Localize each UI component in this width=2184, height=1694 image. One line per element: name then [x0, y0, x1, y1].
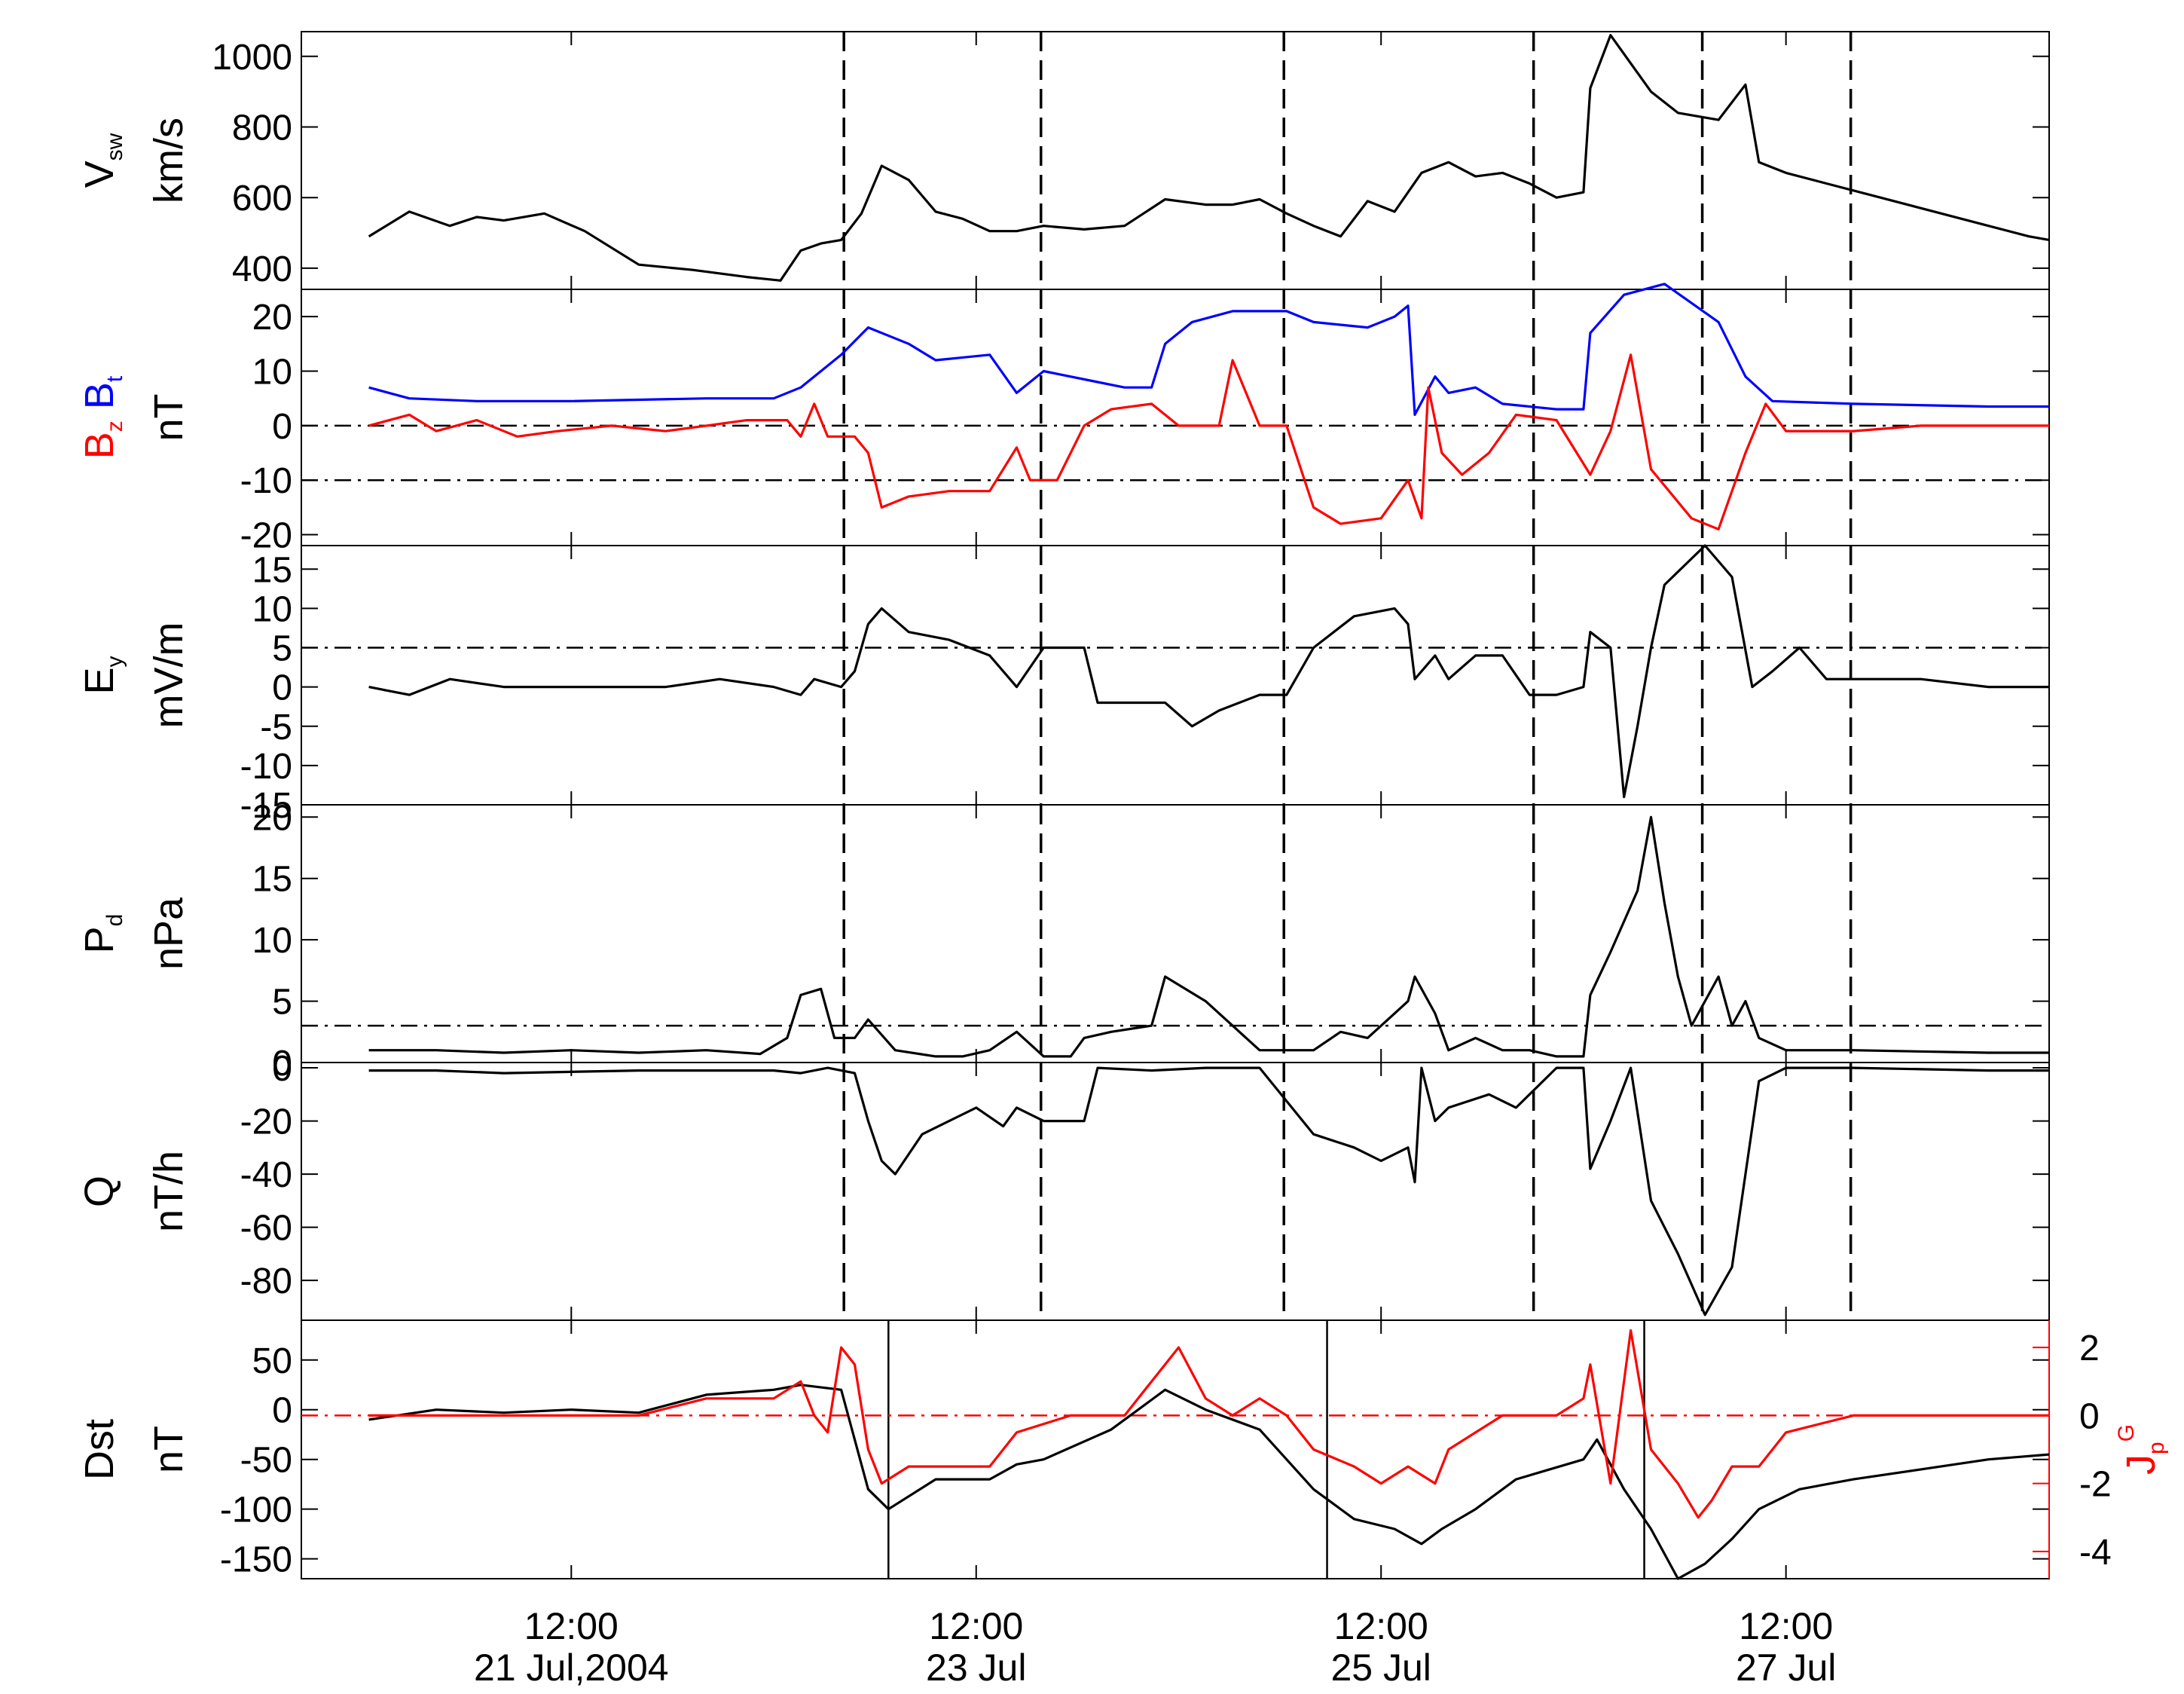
panel-pd-frame	[301, 804, 2050, 1063]
panel-pd-ylabel: Pd	[77, 914, 127, 954]
panel-vsw-series-0	[368, 34, 2050, 282]
panel-vsw-ytick-label: 600	[232, 179, 292, 219]
xtick-time-label: 12:00	[929, 1605, 1023, 1647]
panel-q-series-0	[368, 1066, 2049, 1316]
panel-q-ytick-label: -20	[240, 1102, 292, 1142]
panel-dst-ytick-label: -150	[220, 1540, 292, 1580]
panel-q-frame	[301, 1062, 2050, 1321]
panel-dst-frame	[301, 1319, 2050, 1579]
panel-vsw-frame	[301, 31, 2050, 290]
panel-vsw-ytick-label: 800	[232, 108, 292, 148]
panel-ey-ytick-label: 10	[252, 589, 292, 629]
panel-vsw-ylabel: Vsw	[77, 133, 127, 188]
panel-q-ytick-label: -40	[240, 1155, 292, 1195]
xtick-date-label: 21 Jul,2004	[474, 1647, 669, 1689]
xtick-date-label: 27 Jul	[1736, 1647, 1836, 1689]
xtick-time-label: 12:00	[1739, 1605, 1833, 1647]
panel-q-unit-label: nT/h	[146, 1151, 191, 1232]
panel-vsw-ytick-label: 1000	[212, 38, 292, 78]
panel-ey-series-0	[368, 544, 2049, 799]
panel-pd-unit-label: nPa	[146, 897, 191, 970]
xtick-date-label: 25 Jul	[1330, 1647, 1431, 1689]
panel-b-series-bz	[368, 353, 2049, 531]
panel-ey-frame	[301, 545, 2050, 806]
panel-ey-ytick-label: 5	[272, 629, 292, 669]
panel-dst-unit-label: nT	[146, 1426, 191, 1473]
panel-ey-ytick-label: 0	[272, 668, 292, 708]
panel-q-ylabel: Q	[77, 1176, 122, 1207]
xtick-date-label: 23 Jul	[926, 1647, 1026, 1689]
panel-pd-ytick-label: 10	[252, 921, 292, 961]
panel-pd-ytick-label: 15	[252, 860, 292, 900]
panel-dst-y2tick-label: -4	[2079, 1533, 2112, 1573]
panel-dst-y2tick-label: 0	[2079, 1396, 2100, 1436]
panel-dst-y2tick-label: 2	[2079, 1329, 2100, 1368]
panel-dst-ytick-label: 0	[272, 1391, 292, 1431]
panel-dst-ytick-label: -100	[220, 1491, 292, 1530]
panel-vsw-ytick-label: 400	[232, 249, 292, 289]
panel-b-series-bt	[368, 283, 2049, 417]
panel-dst-ytick-label: -50	[240, 1441, 292, 1481]
panel-dst-series-dst	[368, 1384, 2050, 1580]
panel-ey-ytick-label: -15	[240, 786, 292, 826]
panel-pd-ytick-label: 0	[272, 1044, 292, 1084]
panel-dst-ylabel: Dst	[77, 1419, 122, 1480]
panel-b-ytick-label: 0	[272, 407, 292, 447]
xtick-time-label: 12:00	[524, 1605, 619, 1647]
panel-ey-unit-label: mV/m	[146, 622, 191, 729]
panel-dst-y2tick-label: -2	[2079, 1465, 2112, 1505]
panel-vsw-unit-label: km/s	[146, 118, 191, 203]
panel-pd-ytick-label: 5	[272, 983, 292, 1023]
panel-b-ytick-label: -20	[240, 516, 292, 556]
panel-ey-ytick-label: 15	[252, 550, 292, 590]
panel-pd-ytick-label: 20	[252, 798, 292, 838]
panel-q-ytick-label: -60	[240, 1209, 292, 1249]
panel-b-unit-label: nT	[146, 393, 191, 441]
panel-b-ylabel: Bz Bt	[77, 375, 127, 459]
panel-q-ytick-label: -80	[240, 1261, 292, 1301]
panel-dst-ytick-label: 50	[252, 1341, 292, 1381]
panel-b-ytick-label: 20	[252, 298, 292, 338]
panel-ey-ylabel: Ey	[77, 656, 127, 694]
panel-dst-series-jp	[368, 1329, 2049, 1519]
panel-q-ytick-label: 0	[272, 1049, 292, 1089]
panel-b-frame	[301, 289, 2050, 546]
panel-ey-ytick-label: -10	[240, 747, 292, 787]
panel-b-ytick-label: 10	[252, 353, 292, 393]
xtick-time-label: 12:00	[1334, 1605, 1428, 1647]
panel-b-ytick-label: -10	[240, 461, 292, 501]
panel-pd-series-0	[368, 815, 2049, 1058]
panel-dst-y2label: JpG	[2114, 1424, 2169, 1475]
panel-ey-ytick-label: -5	[260, 708, 292, 748]
